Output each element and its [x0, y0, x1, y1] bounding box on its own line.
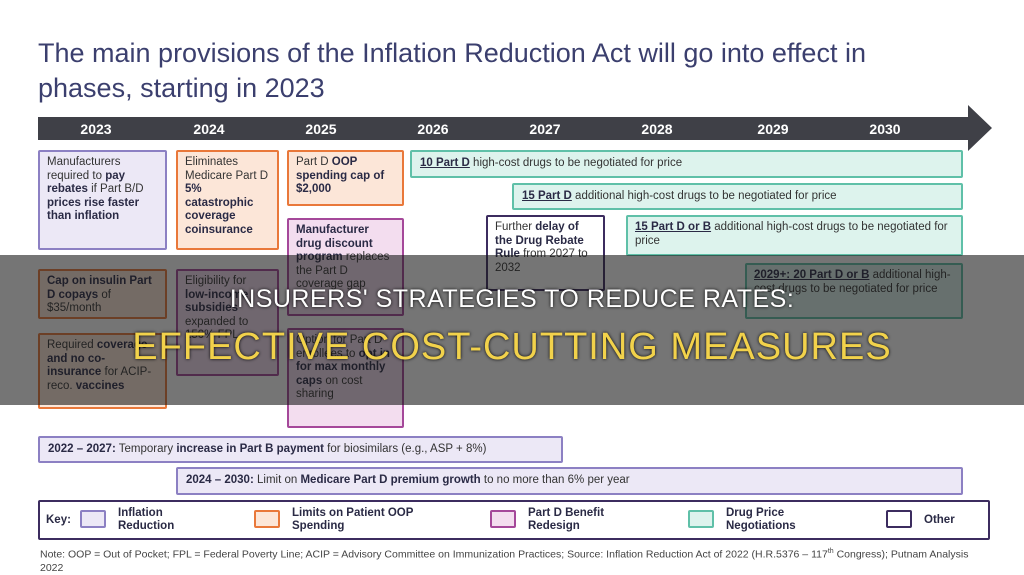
box-text: Manufacturers required to — [47, 156, 121, 182]
note: Note: OOP = Out of Pocket; FPL = Federal… — [40, 545, 990, 575]
box-text: delay of the Drug Rebate Rule — [495, 221, 584, 260]
box-text: additional high-cost drugs to be negotia… — [635, 221, 948, 247]
box-text: 10 Part D — [420, 157, 470, 169]
key: Key: Inflation Reduction Limits on Patien… — [38, 500, 990, 540]
box-text: to no more than 6% per year — [480, 474, 630, 486]
box-text: Medicare Part D premium growth — [300, 474, 481, 486]
box-text: Eliminates Medicare Part D — [185, 156, 269, 182]
provision-box: 15 Part D additional high-cost drugs to … — [512, 183, 963, 210]
box-text: 2024 – 2030: — [186, 474, 254, 486]
title: The main provisions of the Inflation Red… — [38, 38, 866, 103]
box-text: 15 Part D — [522, 190, 572, 202]
box-text: additional high-cost drugs to be negotia… — [571, 190, 837, 202]
year-label: 2028 — [641, 121, 673, 137]
arrow-shape — [38, 105, 992, 151]
key-item-label: Drug Price Negotiations — [726, 507, 796, 532]
provision-box: 2022 – 2027: Temporary increase in Part … — [38, 436, 563, 463]
key-item-label: Part D Benefit Redesign — [528, 507, 605, 532]
key-item-label: Inflation Reduction — [118, 507, 175, 532]
subheadline: EFFECTIVE COST-CUTTING MEASURES — [132, 326, 892, 368]
box-text: Part D — [296, 156, 332, 168]
box-text: 5% catastrophic coverage coinsurance — [185, 183, 254, 236]
key-swatch — [254, 510, 280, 528]
year-label: 2024 — [193, 121, 225, 137]
year-label: 2026 — [417, 121, 449, 137]
provision-box: 15 Part D or B additional high-cost drug… — [626, 215, 963, 256]
box-text: for biosimilars (e.g., ASP + 8%) — [323, 443, 487, 455]
headline: INSURERS' STRATEGIES TO REDUCE RATES: — [229, 285, 795, 313]
key-label: Key: — [46, 514, 71, 526]
box-text: increase in Part B payment — [176, 443, 324, 455]
key-swatch — [688, 510, 714, 528]
box-text: OOP spending cap of $2,000 — [296, 156, 385, 195]
key-swatch — [80, 510, 106, 528]
key-item-label: Other — [924, 514, 955, 526]
year-label: 2030 — [869, 121, 901, 137]
note-text: Note: OOP = Out of Pocket; FPL = Federal… — [40, 548, 828, 561]
key-swatch — [490, 510, 516, 528]
note-text: Congress); Putnam Analysis 2022 — [40, 548, 969, 574]
year-label: 2025 — [305, 121, 337, 137]
box-text: 15 Part D or B — [635, 221, 712, 233]
provision-box: Manufacturers required to pay rebates if… — [38, 150, 167, 250]
box-text: high-cost drugs to be negotiated for pri… — [469, 157, 683, 169]
year-label: 2023 — [80, 121, 112, 137]
provision-box: 10 Part D high-cost drugs to be negotiat… — [410, 150, 963, 178]
box-text: Temporary — [115, 443, 177, 455]
box-text: 2022 – 2027: — [48, 443, 116, 455]
box-text: pay rebates — [47, 169, 126, 196]
box-text: Limit on — [253, 474, 301, 486]
box-text: Further — [495, 221, 536, 233]
year-label: 2029 — [757, 121, 789, 137]
note-sup: th — [827, 548, 834, 555]
box-text: prices rise faster than inflation — [47, 196, 140, 223]
provision-box: Eliminates Medicare Part D 5% catastroph… — [176, 150, 279, 250]
key-item-label: Limits on Patient OOP Spending — [292, 507, 414, 532]
overlay-band — [0, 255, 1024, 405]
provision-box: Part D OOP spending cap of $2,000 — [287, 150, 404, 206]
box-text: if Part B/D — [87, 183, 144, 195]
year-label: 2027 — [529, 121, 561, 137]
timeline-arrow — [38, 105, 992, 151]
provision-box: 2024 – 2030: Limit on Medicare Part D pr… — [176, 467, 963, 495]
key-swatch — [886, 510, 912, 528]
